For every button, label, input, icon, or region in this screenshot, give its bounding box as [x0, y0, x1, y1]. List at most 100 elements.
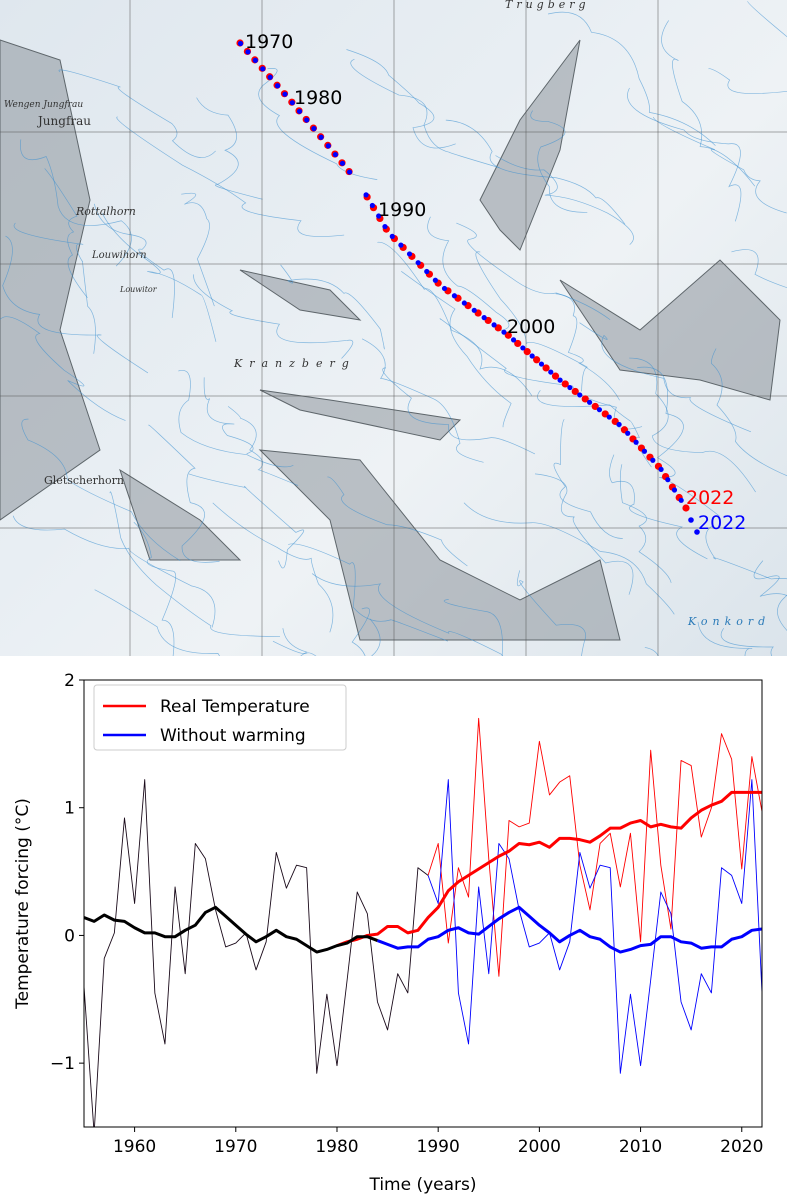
contour-line: [731, 249, 787, 289]
series-line-real_smoothed: [336, 790, 762, 948]
trajectory-point-without-warming: [665, 477, 671, 483]
contour-line: [609, 454, 708, 560]
trajectory-point-without-warming: [641, 448, 648, 454]
rock-ridge: [259, 389, 462, 441]
trajectory-point-without-warming: [415, 260, 421, 266]
contour-line: [443, 599, 503, 656]
trajectory-point-without-warming: [548, 369, 554, 375]
y-tick-label: 1: [64, 799, 75, 819]
contour-line: [382, 367, 536, 455]
contour-line: [579, 322, 752, 433]
place-label: Wengen Jungfrau: [4, 100, 84, 110]
contour-line: [13, 222, 96, 354]
map-terrain: [0, 0, 787, 656]
contour-line: [350, 58, 500, 169]
trajectory-point-without-warming: [260, 66, 266, 72]
contour-line: [629, 357, 756, 493]
contour-line: [351, 607, 370, 656]
trajectory-point-without-warming: [325, 143, 331, 149]
glacier-map: Trugberg Wengen Jungfrau Jungfrau Rottal…: [0, 0, 787, 656]
x-tick-label: 2010: [619, 1137, 662, 1157]
contour-line: [58, 69, 216, 158]
trajectory-point-real: [591, 402, 599, 411]
legend-label: Real Temperature: [160, 697, 310, 717]
contour-line: [361, 338, 484, 463]
contour-line: [644, 647, 659, 656]
trajectory-point-real: [551, 372, 560, 380]
x-tick-label: 2000: [518, 1137, 561, 1157]
trajectory-point-without-warming: [538, 361, 545, 367]
trajectory-point-without-warming: [441, 285, 448, 292]
contour-line: [661, 20, 756, 187]
contour-line: [327, 476, 468, 567]
y-tick-label: 0: [64, 926, 75, 946]
place-label: Louwihorn: [92, 250, 147, 261]
series-line-nowarm_smoothed: [376, 905, 762, 954]
trajectory-point-without-warming: [658, 466, 664, 472]
contour-line: [101, 213, 217, 342]
rock-ridge: [0, 39, 101, 521]
trajectory-point-without-warming: [318, 134, 324, 140]
place-label: Trugberg: [505, 0, 590, 11]
contour-line: [516, 570, 587, 656]
trajectory-point-without-warming: [586, 399, 593, 405]
x-tick-label: 1980: [315, 1137, 358, 1157]
contour-line: [377, 241, 533, 396]
trajectory-point-real: [504, 331, 512, 339]
year-label-1980: 1980: [294, 87, 343, 109]
trajectory-point-without-warming: [694, 529, 700, 535]
trajectory-point-without-warming: [339, 160, 346, 166]
x-tick-label: 2020: [720, 1137, 763, 1157]
contour-line: [547, 11, 716, 146]
contour-line: [212, 502, 334, 633]
contour-line: [463, 502, 675, 615]
trajectory-point-real: [561, 380, 569, 388]
contour-line: [193, 274, 354, 359]
trajectory-point-without-warming: [382, 223, 388, 230]
trajectory-point-without-warming: [678, 497, 684, 503]
trajectory-point-without-warming: [424, 268, 430, 275]
contour-line: [133, 521, 177, 656]
contour-line: [203, 377, 254, 455]
trajectory-point-without-warming: [616, 421, 622, 428]
trajectory-point-without-warming: [451, 293, 458, 299]
trajectory-point-without-warming: [650, 457, 656, 463]
trajectory-point-without-warming: [491, 322, 497, 328]
year-label-2022-real: 2022: [686, 487, 735, 509]
rock-ridge: [119, 468, 242, 561]
trajectory-point-real: [514, 339, 522, 348]
temperature-chart: 1960 1970 1980 1990 2000 2010 2020 2 1 0 −1 Time (y…: [13, 671, 763, 1195]
trajectory-point-without-warming: [625, 430, 631, 436]
x-tick-label: 1990: [417, 1137, 460, 1157]
series-line-shared_annual: [84, 779, 429, 1127]
contour-line: [369, 618, 381, 656]
place-label: Jungfrau: [38, 114, 92, 128]
contour-line: [653, 116, 787, 214]
y-axis-label: Temperature forcing (°C): [13, 798, 33, 1010]
plot-frame: [83, 679, 763, 1128]
trajectory-point-without-warming: [332, 151, 339, 158]
series-line-shared_smoothed: [84, 905, 378, 954]
trajectory-point-without-warming: [311, 126, 317, 132]
contour-line: [44, 168, 88, 298]
x-tick-label: 1970: [214, 1137, 257, 1157]
contour-line: [346, 49, 456, 149]
trajectory-point-real: [533, 356, 541, 364]
contour-line: [116, 116, 345, 237]
contour-line: [445, 119, 626, 225]
trajectory-point-without-warming: [461, 300, 467, 306]
trajectory-point-without-warming: [363, 192, 369, 198]
contour-line: [753, 560, 787, 597]
rock-ridge: [479, 39, 581, 251]
contour-line: [534, 473, 634, 595]
trajectory-point-without-warming: [406, 251, 413, 257]
contour-line: [0, 316, 126, 421]
trajectory-point-without-warming: [282, 91, 288, 97]
place-label: Kranzberg: [234, 357, 356, 370]
trajectory-point-real: [571, 387, 579, 396]
contour-line: [555, 293, 620, 401]
contour-line: [181, 192, 215, 307]
trajectory-point-without-warming: [369, 202, 375, 209]
x-tick-label: 1960: [113, 1137, 156, 1157]
trajectory-point-real: [601, 410, 609, 418]
